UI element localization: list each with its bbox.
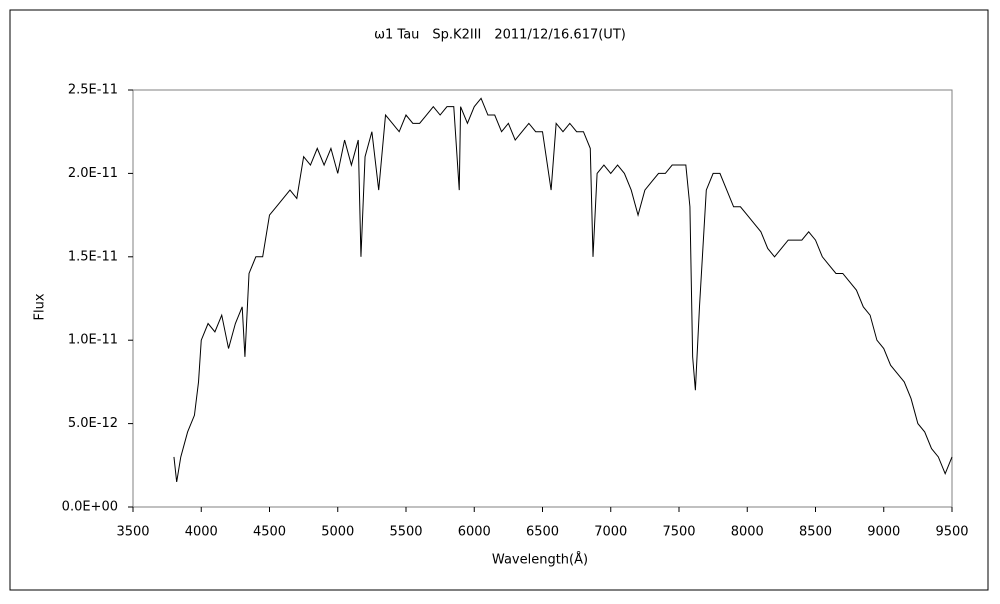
y-tick-label: 5.0E-12 [68,416,118,431]
y-tick-label: 1.0E-11 [68,333,118,348]
x-tick-label: 5000 [321,525,354,540]
y-axis-label: Flux [33,293,48,320]
x-tick-label: 7500 [662,525,695,540]
x-axis-label: Wavelength(Å) [492,552,588,568]
x-tick-label: 4000 [185,525,218,540]
y-tick-label: 0.0E+00 [62,500,118,515]
x-tick-label: 4500 [253,525,286,540]
x-tick-label: 7000 [594,525,627,540]
x-tick-label: 3500 [116,525,149,540]
x-tick-label: 6500 [526,525,559,540]
x-tick-label: 8000 [731,525,764,540]
y-tick-label: 1.5E-11 [68,249,118,264]
chart-border [9,9,989,591]
y-tick-label: 2.5E-11 [68,83,118,98]
chart-title: ω1 Tau Sp.K2III 2011/12/16.617(UT) [374,28,626,43]
x-tick-label: 9500 [935,525,968,540]
x-tick-label: 6000 [458,525,491,540]
x-tick-label: 8500 [799,525,832,540]
x-tick-label: 5500 [389,525,422,540]
spectrum-line [173,97,953,483]
y-tick-label: 2.0E-11 [68,166,118,181]
x-tick-label: 9000 [867,525,900,540]
